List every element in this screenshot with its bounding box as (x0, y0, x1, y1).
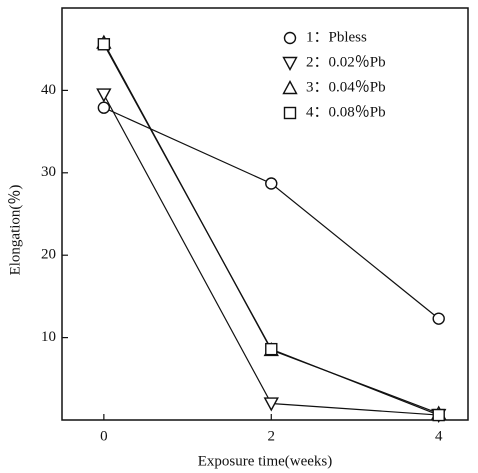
legend-marker (283, 106, 297, 120)
marker (432, 312, 445, 325)
legend-label: 1：Pbless (306, 29, 367, 45)
marker (97, 101, 111, 114)
y-tick-label: 40 (41, 82, 56, 98)
marker (432, 408, 445, 422)
series-line (103, 94, 439, 416)
legend-marker (282, 80, 298, 95)
x-tick-label: 2 (268, 428, 276, 444)
legend-marker (283, 31, 297, 45)
y-tick-label: 30 (41, 164, 56, 180)
legend: 1：Pbless 2：0.02％Pb 3：0.04％Pb 4：0.08％Pb (282, 29, 386, 120)
x-tick-label: 0 (100, 428, 108, 444)
marker (97, 38, 111, 51)
marker (265, 342, 278, 356)
marker (96, 88, 112, 103)
legend-label: 4：0.08％Pb (306, 104, 386, 120)
series-line (103, 42, 439, 414)
series-line (103, 107, 440, 320)
legend-label: 2：0.02％Pb (306, 54, 386, 70)
marker (265, 177, 278, 190)
x-tick-label: 4 (435, 428, 443, 444)
series-line (103, 43, 439, 416)
x-axis-label: Exposure time(weeks) (198, 453, 333, 469)
legend-marker (282, 56, 298, 71)
plot-frame (61, 7, 469, 421)
y-tick-label: 20 (41, 247, 56, 263)
y-axis-label: Elongation(％) (7, 185, 23, 276)
marker (263, 397, 279, 412)
legend-label: 3：0.04％Pb (306, 79, 386, 95)
y-tick-label: 10 (41, 329, 56, 345)
